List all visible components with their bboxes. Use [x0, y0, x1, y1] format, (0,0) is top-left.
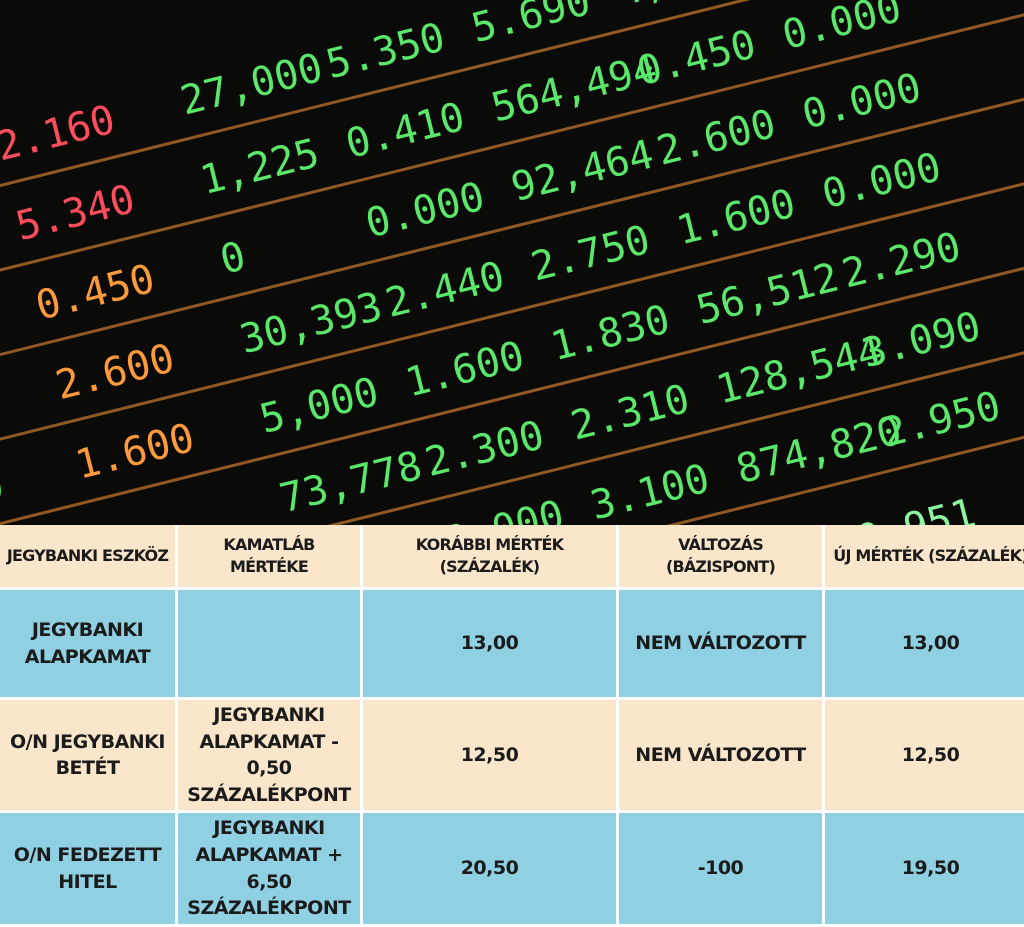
- board-rule: [0, 220, 1024, 525]
- table-cell: 13,00: [825, 590, 1024, 697]
- table-row: O/N JEGYBANKI BETÉT JEGYBANKI ALAPKAMAT -…: [0, 700, 1024, 811]
- table-cell: O/N JEGYBANKI BETÉT: [0, 700, 175, 811]
- table-cell: O/N FEDEZETT HITEL: [0, 813, 175, 924]
- table-cell: NEM VÁLTOZOTT: [619, 700, 822, 811]
- table-cell: [178, 590, 360, 697]
- table-cell: -100: [619, 813, 822, 924]
- rate-table: JEGYBANKI ESZKÖZ KAMATLÁB MÉRTÉKE KORÁBBI …: [0, 522, 1024, 927]
- table-row: O/N FEDEZETT HITEL JEGYBANKI ALAPKAMAT + …: [0, 813, 1024, 924]
- table-cell: KORÁBBI MÉRTÉK (SZÁZALÉK): [363, 525, 616, 587]
- table-cell: 19,50: [825, 813, 1024, 924]
- table-cell: JEGYBANKI ALAPKAMAT - 0,50 SZÁZALÉKPONT: [178, 700, 360, 811]
- table-cell: 20,50: [363, 813, 616, 924]
- table-row: JEGYBANKI ALAPKAMAT 13,00 NEM VÁLTOZOTT 13,…: [0, 590, 1024, 697]
- table-row: JEGYBANKI ESZKÖZ KAMATLÁB MÉRTÉKE KORÁBBI …: [0, 525, 1024, 587]
- board-rule: [0, 299, 1024, 525]
- ticker-photo: 02.16027,0005.3505.6904,5000.00005.3401,…: [0, 0, 1024, 525]
- board-rule: [0, 61, 1024, 379]
- board-rule: [0, 0, 1024, 299]
- table-body: JEGYBANKI ESZKÖZ KAMATLÁB MÉRTÉKE KORÁBBI …: [0, 525, 1024, 924]
- table-cell: JEGYBANKI ALAPKAMAT + 6,50 SZÁZALÉKPONT: [178, 813, 360, 924]
- board-rule: [0, 140, 1024, 459]
- table-cell: 12,50: [825, 700, 1024, 811]
- table-cell: ÚJ MÉRTÉK (SZÁZALÉK): [825, 525, 1024, 587]
- table-cell: NEM VÁLTOZOTT: [619, 590, 822, 697]
- table-cell: JEGYBANKI ALAPKAMAT: [0, 590, 175, 697]
- table-cell: KAMATLÁB MÉRTÉKE: [178, 525, 360, 587]
- table-cell: 13,00: [363, 590, 616, 697]
- board-bg: [0, 0, 1024, 525]
- table-cell: VÁLTOZÁS (BÁZISPONT): [619, 525, 822, 587]
- table-cell: 12,50: [363, 700, 616, 811]
- table-cell: JEGYBANKI ESZKÖZ: [0, 525, 175, 587]
- board-rule: [0, 0, 1024, 220]
